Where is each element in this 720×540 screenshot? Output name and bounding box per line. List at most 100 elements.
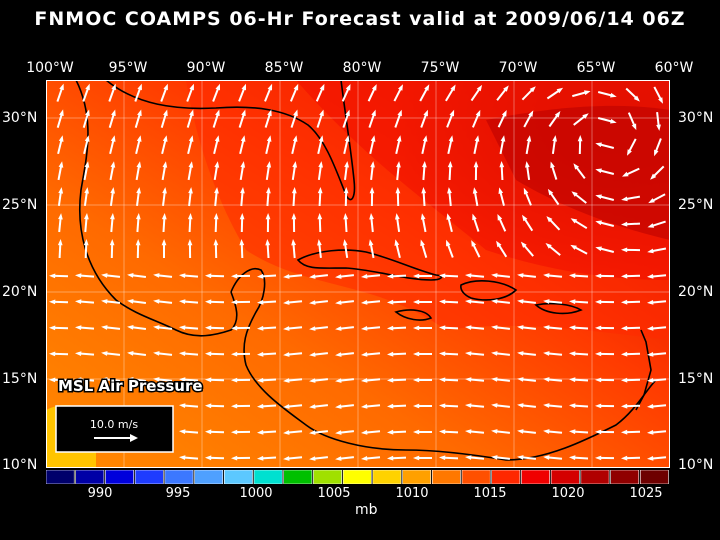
- wind-arrow-head-icon: [153, 351, 160, 356]
- colorbar-tick: 1000: [239, 486, 273, 501]
- wind-arrow-head-icon: [569, 351, 576, 357]
- wind-arrow-head-icon: [136, 187, 141, 194]
- colorbar-swatch: [580, 470, 610, 484]
- wind-arrow-head-icon: [595, 351, 602, 357]
- wind-arrow-head-icon: [595, 455, 602, 461]
- wind-arrow-head-icon: [554, 111, 561, 118]
- wind-arrow-head-icon: [153, 325, 160, 330]
- wind-arrow-head-icon: [136, 161, 142, 168]
- wind-arrow-head-icon: [317, 239, 322, 246]
- wind-arrow-head-icon: [439, 351, 446, 357]
- colorbar-swatch: [491, 470, 521, 484]
- wind-arrow-head-icon: [335, 378, 342, 383]
- wind-arrow-head-icon: [335, 352, 342, 357]
- wind-arrow-head-icon: [291, 239, 296, 246]
- pressure-colorbar: [46, 470, 669, 484]
- wind-arrow-head-icon: [361, 430, 368, 435]
- colorbar-swatch: [253, 470, 283, 484]
- wind-arrow-head-icon: [621, 196, 628, 202]
- wind-arrow-head-icon: [387, 299, 394, 305]
- wind-arrow-head-icon: [627, 149, 632, 156]
- wind-arrow-head-icon: [465, 455, 472, 460]
- wind-arrow-head-icon: [595, 299, 602, 305]
- wind-arrow-head-icon: [361, 274, 368, 279]
- wind-arrow-head-icon: [448, 135, 454, 142]
- wind-arrow-head-icon: [447, 187, 452, 194]
- colorbar-swatch: [550, 470, 580, 484]
- wind-arrow-head-icon: [163, 83, 168, 91]
- wind-arrow-head-icon: [153, 273, 160, 278]
- wind-arrow-head-icon: [189, 109, 194, 117]
- wind-arrow-head-icon: [205, 273, 212, 279]
- wind-arrow-head-icon: [267, 109, 272, 117]
- lon-label: 65°W: [576, 60, 616, 76]
- wind-arrow-head-icon: [101, 325, 108, 330]
- wind-arrow-head-icon: [573, 163, 580, 170]
- wind-arrow-head-icon: [499, 161, 505, 168]
- map-frame: [46, 80, 670, 468]
- lon-label: 80°W: [342, 60, 382, 76]
- wind-arrow-head-icon: [500, 135, 506, 142]
- wind-arrow-head-icon: [387, 403, 394, 409]
- wind-arrow-head-icon: [491, 325, 498, 330]
- wind-arrow-head-icon: [85, 83, 90, 91]
- wind-arrow-head-icon: [621, 403, 628, 409]
- wind-arrow-head-icon: [161, 213, 167, 220]
- lon-label: 85°W: [264, 60, 304, 76]
- colorbar-swatch: [521, 470, 550, 484]
- wind-arrow-head-icon: [595, 220, 602, 226]
- wind-arrow-head-icon: [465, 325, 472, 330]
- wind-arrow-head-icon: [213, 213, 219, 220]
- wind-arrow-head-icon: [621, 325, 628, 331]
- wind-arrow-head-icon: [472, 187, 478, 194]
- colorbar-swatch: [75, 470, 105, 484]
- colorbar-swatch: [639, 470, 669, 484]
- wind-arrow-head-icon: [520, 241, 527, 248]
- wind-arrow-head-icon: [111, 109, 116, 117]
- wind-arrow-head-icon: [309, 378, 316, 383]
- wind-arrow-head-icon: [569, 377, 576, 383]
- wind-arrow-head-icon: [465, 273, 472, 278]
- colorbar-swatch: [402, 470, 432, 484]
- lat-label: 30°N: [2, 110, 38, 126]
- wind-arrow-head-icon: [110, 135, 116, 142]
- wind-arrow-head-icon: [231, 455, 238, 461]
- wind-arrow-head-icon: [214, 187, 219, 194]
- lon-label: 90°W: [186, 60, 226, 76]
- wind-arrow-head-icon: [647, 326, 654, 331]
- wind-arrow-head-icon: [205, 377, 212, 383]
- wind-arrow-head-icon: [266, 135, 272, 142]
- lat-label: 30°N: [678, 110, 714, 126]
- wind-arrow-head-icon: [387, 429, 394, 435]
- wind-arrow-head-icon: [335, 456, 342, 461]
- wind-arrow-head-icon: [239, 239, 245, 246]
- lat-label: 10°N: [2, 457, 38, 473]
- colorbar-swatch: [461, 470, 491, 484]
- wind-arrow-head-icon: [257, 273, 264, 279]
- wind-arrow-head-icon: [517, 455, 524, 460]
- wind-arrow-head-icon: [135, 239, 141, 246]
- wind-arrow-head-icon: [543, 403, 550, 408]
- wind-arrow-head-icon: [387, 377, 394, 383]
- wind-arrow-head-icon: [309, 456, 316, 461]
- wind-arrow-head-icon: [59, 83, 64, 91]
- wind-arrow-head-icon: [552, 135, 557, 142]
- colorbar-swatch: [283, 470, 313, 484]
- wind-arrow-head-icon: [422, 135, 428, 142]
- wind-arrow-head-icon: [465, 429, 472, 434]
- colorbar-swatch: [164, 470, 194, 484]
- wind-arrow-head-icon: [58, 161, 64, 168]
- lon-label: 60°W: [654, 60, 694, 76]
- wind-arrow-head-icon: [420, 239, 425, 247]
- lon-label: 70°W: [498, 60, 538, 76]
- wind-arrow-head-icon: [58, 135, 64, 142]
- wind-arrow-head-icon: [231, 429, 238, 435]
- wind-arrow-head-icon: [569, 299, 576, 305]
- wind-arrow-head-icon: [571, 191, 578, 197]
- wind-arrow-head-icon: [491, 351, 498, 356]
- wind-arrow-head-icon: [658, 97, 663, 104]
- wind-arrow-head-icon: [162, 135, 168, 142]
- wind-arrow-head-icon: [109, 239, 115, 246]
- wind-arrow-head-icon: [343, 213, 349, 220]
- wind-arrow-head-icon: [439, 325, 446, 331]
